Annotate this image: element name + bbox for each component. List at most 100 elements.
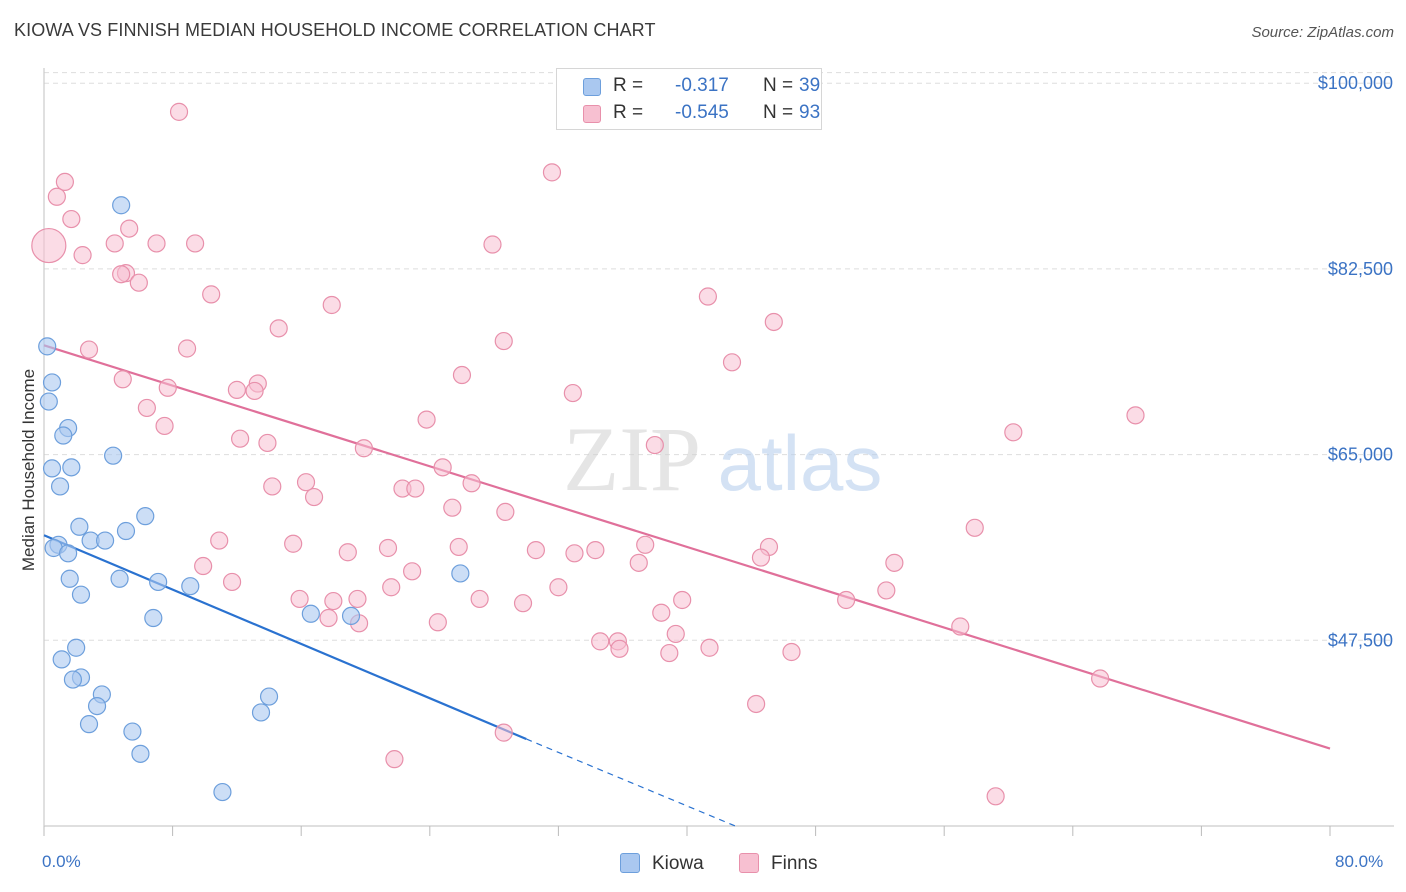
kiowa-point: [79, 715, 99, 734]
finns-point: [470, 589, 489, 609]
finns-point: [417, 410, 436, 429]
source-label: Source: ZipAtlas.com: [1251, 24, 1394, 41]
finns-point: [837, 590, 856, 610]
kiowa-point: [341, 606, 361, 626]
kiowa-point: [42, 373, 62, 392]
finns-point: [965, 518, 984, 537]
kiowa-point: [60, 569, 79, 588]
finns-point: [877, 581, 896, 600]
finns-point: [496, 502, 515, 522]
finns-r-value: -0.545: [675, 102, 729, 123]
finns-point: [47, 187, 66, 206]
finns-point: [610, 639, 629, 658]
kiowa-point: [181, 577, 200, 596]
kiowa-point: [38, 337, 57, 356]
finns-point: [186, 234, 205, 253]
x-tick-label-min: 0.0%: [42, 852, 81, 871]
finns-point: [565, 544, 584, 563]
kiowa-r-value: -0.317: [675, 75, 729, 96]
kiowa-legend-label: Kiowa: [652, 853, 704, 874]
kiowa-trendline: [43, 534, 527, 741]
finns-point: [747, 694, 766, 714]
finns-point: [951, 617, 970, 636]
x-tick-label-max: 80.0%: [1335, 852, 1384, 871]
finns-point: [751, 548, 771, 567]
finns-point: [549, 578, 568, 597]
y-tick-label: $100,000: [1318, 73, 1393, 93]
finns-point: [31, 227, 67, 264]
finns-point: [105, 234, 124, 253]
finns-point: [202, 285, 221, 304]
finns-point: [542, 163, 562, 182]
finns-point: [129, 273, 148, 292]
finns-trendline: [43, 344, 1331, 750]
finns-point: [563, 383, 582, 403]
finns-point: [79, 340, 99, 359]
finns-point: [120, 219, 139, 238]
kiowa-point: [136, 507, 155, 526]
finns-point: [652, 603, 671, 622]
finns-point: [403, 562, 422, 581]
finns-point: [222, 572, 242, 592]
finns-point: [322, 295, 341, 315]
finns-point: [433, 458, 452, 477]
finns-point: [269, 319, 288, 338]
finns-legend-label: Finns: [771, 853, 818, 874]
kiowa-r-label: R =: [613, 75, 644, 96]
finns-point: [194, 556, 213, 576]
finns-point: [304, 487, 324, 507]
finns-point: [112, 265, 131, 284]
finns-point: [764, 312, 783, 332]
finns-point: [645, 435, 664, 455]
finns-point: [591, 632, 610, 651]
finns-point: [782, 642, 801, 662]
kiowa-point: [39, 392, 58, 411]
kiowa-point: [251, 703, 271, 722]
finns-point: [137, 398, 156, 418]
watermark-zip: ZIP: [563, 408, 701, 510]
kiowa-n-label: N =: [763, 75, 794, 96]
kiowa-point: [144, 608, 163, 628]
finns-point: [673, 590, 692, 610]
kiowa-n-value: 39: [799, 75, 821, 96]
kiowa-point: [59, 544, 78, 563]
finns-point: [227, 380, 246, 399]
finns-swatch: [583, 105, 601, 123]
kiowa-point: [110, 569, 129, 588]
kiowa-point: [149, 572, 168, 592]
finns-point: [452, 365, 472, 385]
finns-point: [147, 234, 166, 253]
kiowa-point: [95, 531, 115, 550]
kiowa-point: [451, 564, 470, 583]
finns-point: [636, 535, 655, 554]
finns-point: [263, 477, 282, 496]
kiowa-point: [131, 744, 150, 763]
finns-legend-swatch: [739, 853, 759, 873]
finns-point: [666, 624, 685, 644]
finns-point: [885, 553, 904, 572]
kiowa-point: [67, 638, 86, 657]
finns-n-value: 93: [799, 102, 821, 123]
chart-title: KIOWA VS FINNISH MEDIAN HOUSEHOLD INCOME…: [14, 20, 656, 40]
finns-point: [385, 750, 404, 769]
finns-point: [169, 102, 189, 121]
kiowa-point: [259, 687, 279, 706]
finns-point: [284, 534, 303, 553]
finns-point: [406, 479, 425, 498]
finns-point: [629, 553, 648, 572]
finns-point: [513, 594, 533, 613]
kiowa-point: [42, 459, 62, 478]
finns-point: [698, 287, 717, 306]
finns-point: [354, 439, 373, 458]
kiowa-trendline-extension: [526, 738, 736, 827]
kiowa-point: [63, 670, 83, 689]
kiowa-point: [71, 585, 91, 604]
finns-point: [660, 643, 679, 663]
stats-legend: R = -0.317 N = 39 R = -0.545 N = 93: [556, 68, 822, 130]
finns-point: [113, 370, 132, 389]
finns-point: [700, 638, 719, 657]
kiowa-swatch: [583, 78, 601, 96]
finns-point: [245, 381, 264, 401]
finns-point: [494, 723, 513, 742]
